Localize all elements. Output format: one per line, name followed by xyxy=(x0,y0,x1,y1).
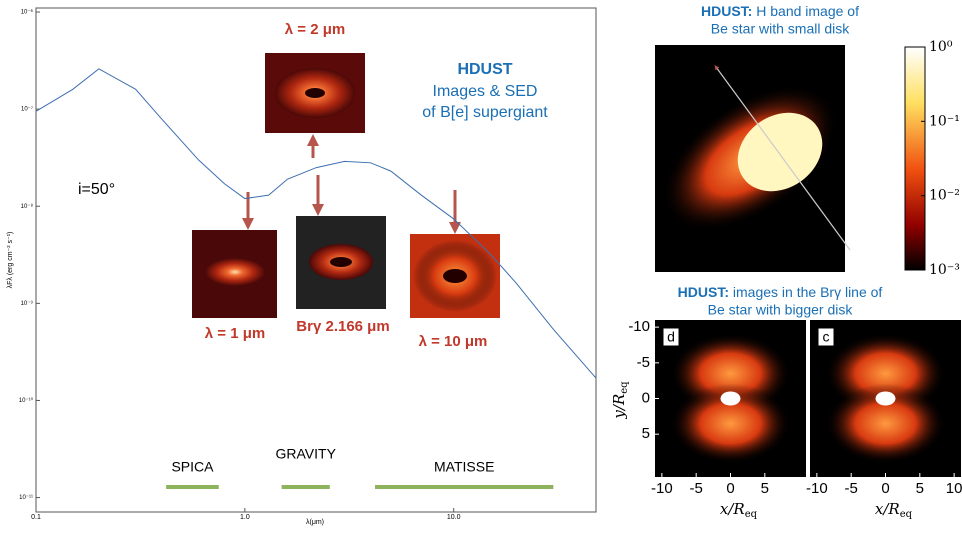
panel-title: Be star with small disk xyxy=(711,21,850,37)
figure: λ(μm) λFλ (erg cm⁻² s⁻¹) λ = 2 μm HDUST … xyxy=(0,0,962,529)
image-star xyxy=(721,392,741,406)
x-tick-label: -10 xyxy=(806,480,828,497)
panel-label: c xyxy=(823,329,830,345)
y-tick-label: 10⁻¹¹ xyxy=(19,495,33,501)
x-tick-label: 10 xyxy=(946,480,962,497)
panel-title: Be star with bigger disk xyxy=(708,302,854,318)
colorbar-tick-label: 10⁰ xyxy=(929,39,953,55)
x-axis-label: λ(μm) xyxy=(306,519,324,526)
panel-label: d xyxy=(667,329,675,345)
y-tick-label: 0 xyxy=(642,389,650,406)
x-tick-label: 0 xyxy=(881,480,889,497)
colorbar-tick-label: 10⁻² xyxy=(929,188,960,204)
y-tick-label: 10⁻⁷ xyxy=(21,106,33,113)
x-tick-label: -5 xyxy=(690,480,703,497)
label-main: x/R xyxy=(875,500,900,518)
y-tick-label: 10⁻⁶ xyxy=(21,9,34,16)
annotation: Images & SED xyxy=(433,83,538,100)
y-tick-label: 10⁻⁸ xyxy=(21,203,34,210)
title-line: H band image of xyxy=(756,3,859,19)
x-tick-label: 5 xyxy=(761,480,769,497)
image-core xyxy=(305,88,325,98)
image-core xyxy=(330,257,352,267)
annotation: λ = 2 μm xyxy=(285,21,345,38)
title-line: images in the Brγ line of xyxy=(733,284,883,300)
x-tick-label: 5 xyxy=(916,480,924,497)
label-sub: eq xyxy=(619,381,630,394)
x-axis-label: x/Req xyxy=(720,500,758,520)
annotation: λ = 10 μm xyxy=(419,333,488,350)
annotation: i=50° xyxy=(78,181,115,198)
label-sub: eq xyxy=(745,509,758,520)
label-sub: eq xyxy=(900,509,913,520)
arrows xyxy=(248,140,455,228)
x-tick-label: 1.0 xyxy=(240,514,250,521)
x-tick-label: -10 xyxy=(651,480,673,497)
y-tick-label: 10⁻⁹ xyxy=(21,300,34,307)
band-label: MATISSE xyxy=(434,459,494,475)
y-tick-label: 10⁻¹⁰ xyxy=(19,397,34,404)
image-star xyxy=(876,392,896,406)
x-tick-label: 10.0 xyxy=(447,514,461,521)
y-axis-label: y/Req xyxy=(610,381,630,420)
bry-panel: HDUST: images in the Brγ line of Be star… xyxy=(610,284,962,520)
title-bold: HDUST: xyxy=(701,3,752,19)
band-label: SPICA xyxy=(171,459,214,475)
band-label: GRAVITY xyxy=(275,446,336,462)
title-bold: HDUST: xyxy=(678,284,729,300)
y-tick-label: -10 xyxy=(628,318,650,335)
y-tick-label: -5 xyxy=(637,354,650,371)
hband-panel: HDUST: H band image of Be star with smal… xyxy=(637,3,960,278)
y-tick-label: 5 xyxy=(642,425,650,442)
annotation: Brγ 2.166 μm xyxy=(296,318,389,335)
annotation: HDUST xyxy=(457,61,512,78)
x-tick-label: 0 xyxy=(726,480,734,497)
sed-chart: λ(μm) λFλ (erg cm⁻² s⁻¹) λ = 2 μm HDUST … xyxy=(7,8,596,526)
annotation: of B[e] supergiant xyxy=(422,104,548,121)
panel-title: HDUST: H band image of xyxy=(701,3,859,19)
label-main: y/R xyxy=(610,394,628,420)
image-disk xyxy=(205,258,265,286)
label-main: x/R xyxy=(720,500,745,518)
colorbar xyxy=(905,47,925,270)
annotation: λ = 1 μm xyxy=(205,325,265,342)
x-axis-label: x/Req xyxy=(875,500,913,520)
panel-title: HDUST: images in the Brγ line of xyxy=(678,284,883,300)
x-tick-label: -5 xyxy=(845,480,858,497)
x-tick-label: 0.1 xyxy=(31,514,41,521)
image-core xyxy=(443,269,467,283)
colorbar-tick-label: 10⁻³ xyxy=(929,262,960,278)
y-axis-label: λFλ (erg cm⁻² s⁻¹) xyxy=(7,232,14,289)
colorbar-tick-label: 10⁻¹ xyxy=(929,113,960,129)
